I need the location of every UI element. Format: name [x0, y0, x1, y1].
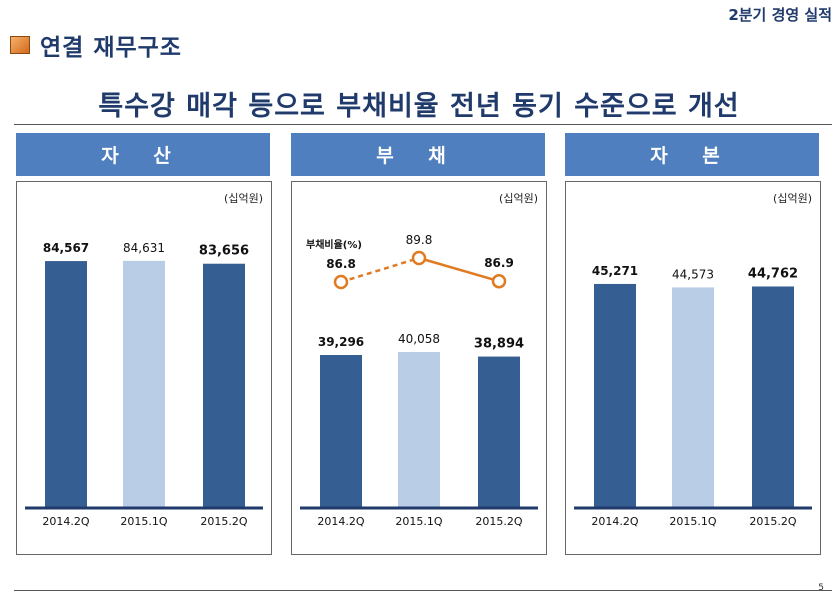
ratio-point [491, 273, 507, 289]
bar-2014.2Q [320, 355, 362, 508]
value-label: 39,296 [318, 335, 364, 349]
ratio-value-label: 86.9 [484, 256, 514, 270]
value-label: 84,631 [123, 241, 165, 255]
category-label: 2015.1Q [395, 515, 442, 528]
equity-chart: 45,271 2014.2Q 44,573 2015.1Q 44,762 2015.2Q [574, 264, 812, 528]
assets-chart: 84,567 2014.2Q 84,631 2015.1Q 83,656 2015.2Q [25, 241, 263, 528]
section-title-text: 연결 재무구조 [40, 35, 182, 61]
section-title: 연결 재무구조 [10, 30, 182, 61]
bar-2015.2Q [478, 356, 520, 508]
value-label: 44,762 [748, 266, 798, 281]
unit-label: (십억원) [499, 192, 538, 205]
category-label: 2014.2Q [591, 515, 638, 528]
ratio-series-label: 부채비율(%) [306, 238, 362, 251]
report-section-label: 2분기 경영 실적 [728, 6, 832, 24]
panel-header-equity: 자 본 [565, 133, 819, 176]
unit-label: (십억원) [224, 192, 263, 205]
value-label: 44,573 [672, 267, 714, 281]
bullet-square-icon [10, 36, 30, 54]
value-label: 40,058 [398, 332, 440, 346]
panel-liabilities: (십억원) 39,296 2014.2Q 40,058 2015.1Q 38,894 20… [291, 181, 547, 555]
panel-equity: (십억원) 45,271 2014.2Q 44,573 2015.1Q 44,762 20… [565, 181, 821, 555]
unit-label: (십억원) [773, 192, 812, 205]
bar-2015.1Q [398, 352, 440, 508]
value-label: 84,567 [43, 241, 89, 255]
value-label: 83,656 [199, 244, 249, 259]
panel-assets: (십억원) 84,567 2014.2Q 84,631 2015.1Q 83,656 20… [16, 181, 272, 555]
value-label: 38,894 [474, 337, 524, 352]
ratio-point [411, 250, 427, 266]
bar-2015.1Q [672, 287, 714, 508]
bar-2014.2Q [594, 283, 636, 508]
panel-header-liabilities: 부 채 [291, 133, 545, 176]
category-label: 2014.2Q [317, 515, 364, 528]
bar-2015.2Q [752, 286, 794, 508]
category-label: 2015.2Q [475, 515, 522, 528]
divider-top [14, 124, 832, 125]
category-label: 2015.2Q [200, 515, 247, 528]
bar-2015.2Q [203, 263, 245, 508]
bar-2015.1Q [123, 260, 165, 508]
value-label: 45,271 [592, 264, 638, 278]
ratio-value-label: 86.8 [326, 257, 356, 271]
liabilities-chart: 39,296 2014.2Q 40,058 2015.1Q 38,894 2015.2Q 8… [300, 233, 538, 528]
panel-header-assets: 자 산 [16, 133, 270, 176]
headline: 특수강 매각 등으로 부채비율 전년 동기 수준으로 개선 [98, 91, 740, 122]
ratio-value-label: 89.8 [406, 233, 433, 247]
category-label: 2015.2Q [749, 515, 796, 528]
page-number: 5 [818, 583, 824, 593]
category-label: 2015.1Q [120, 515, 167, 528]
ratio-line-solid [418, 256, 500, 283]
category-label: 2015.1Q [669, 515, 716, 528]
ratio-point [333, 274, 349, 290]
category-label: 2014.2Q [42, 515, 89, 528]
divider-bottom [14, 590, 832, 591]
ratio-line-dashed [340, 256, 420, 284]
bar-2014.2Q [45, 261, 87, 508]
